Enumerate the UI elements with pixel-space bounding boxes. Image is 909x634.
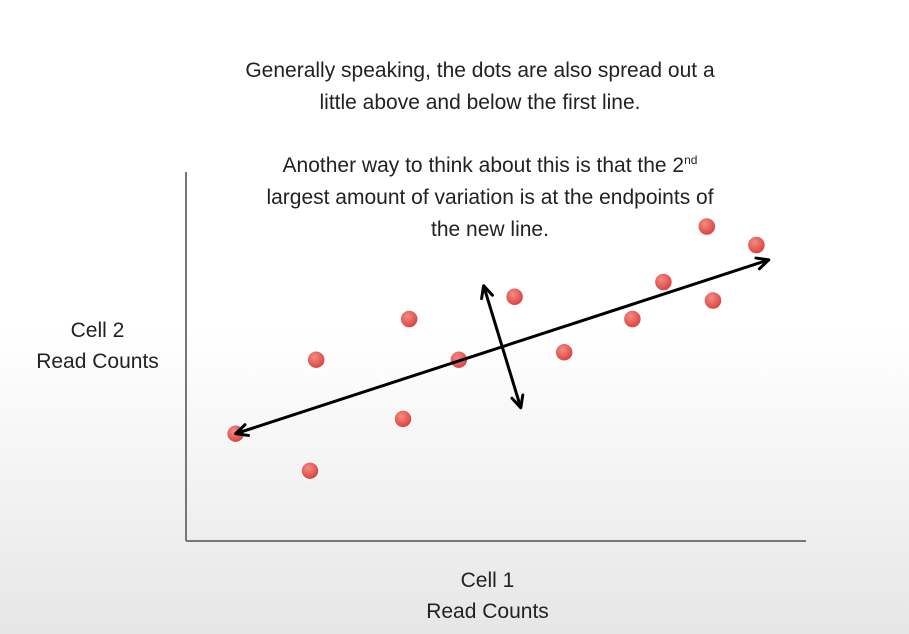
annotation-text-1-line-1: Generally speaking, the dots are also sp… <box>245 59 715 82</box>
ordinal-suffix: nd <box>684 153 698 167</box>
x-axis-label-line-1: Cell 1 <box>460 569 515 592</box>
data-point-9 <box>622 309 643 329</box>
annotation-text-1: Generally speaking, the dots are also sp… <box>180 55 780 119</box>
x-axis-label: Cell 1 Read Counts <box>400 565 575 627</box>
x-axis-label-line-2: Read Counts <box>426 600 549 623</box>
data-point-3 <box>306 349 326 370</box>
arrows-layer <box>234 256 771 437</box>
y-axis-label: Cell 2 Read Counts <box>20 315 175 377</box>
principal-arrow-head-start <box>234 423 250 437</box>
data-point-13 <box>746 235 767 255</box>
secondary-arrow-head-start <box>480 284 494 301</box>
data-point-11 <box>703 290 723 311</box>
data-point-7 <box>504 287 525 307</box>
secondary-axis-arrow <box>480 284 525 410</box>
data-point-2 <box>300 460 320 481</box>
y-axis-label-line-2: Read Counts <box>36 350 159 373</box>
secondary-arrow-head-end <box>510 393 525 410</box>
annotation-text-2-line-2: largest amount of variation is at the en… <box>266 186 714 209</box>
annotation-text-2-line-3: the new line. <box>431 218 549 241</box>
principal-arrow-head-end <box>754 256 771 271</box>
annotation-text-2-line-1-main: Another way to think about this is that … <box>282 154 685 177</box>
data-point-8 <box>554 342 574 363</box>
points-layer <box>225 216 767 481</box>
annotation-text-1-line-2: little above and below the first line. <box>319 91 641 114</box>
data-point-10 <box>653 272 674 292</box>
data-point-5 <box>399 309 419 329</box>
y-axis-label-line-1: Cell 2 <box>70 319 125 342</box>
data-point-12 <box>697 216 717 237</box>
annotation-text-2-line-1: Another way to think about this is that … <box>180 150 800 182</box>
annotation-text-2: Another way to think about this is that … <box>180 150 800 246</box>
secondary-arrow-shaft <box>482 285 523 409</box>
data-point-4 <box>393 409 413 429</box>
